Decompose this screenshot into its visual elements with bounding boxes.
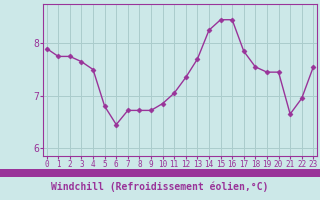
Text: Windchill (Refroidissement éolien,°C): Windchill (Refroidissement éolien,°C) (51, 182, 269, 192)
